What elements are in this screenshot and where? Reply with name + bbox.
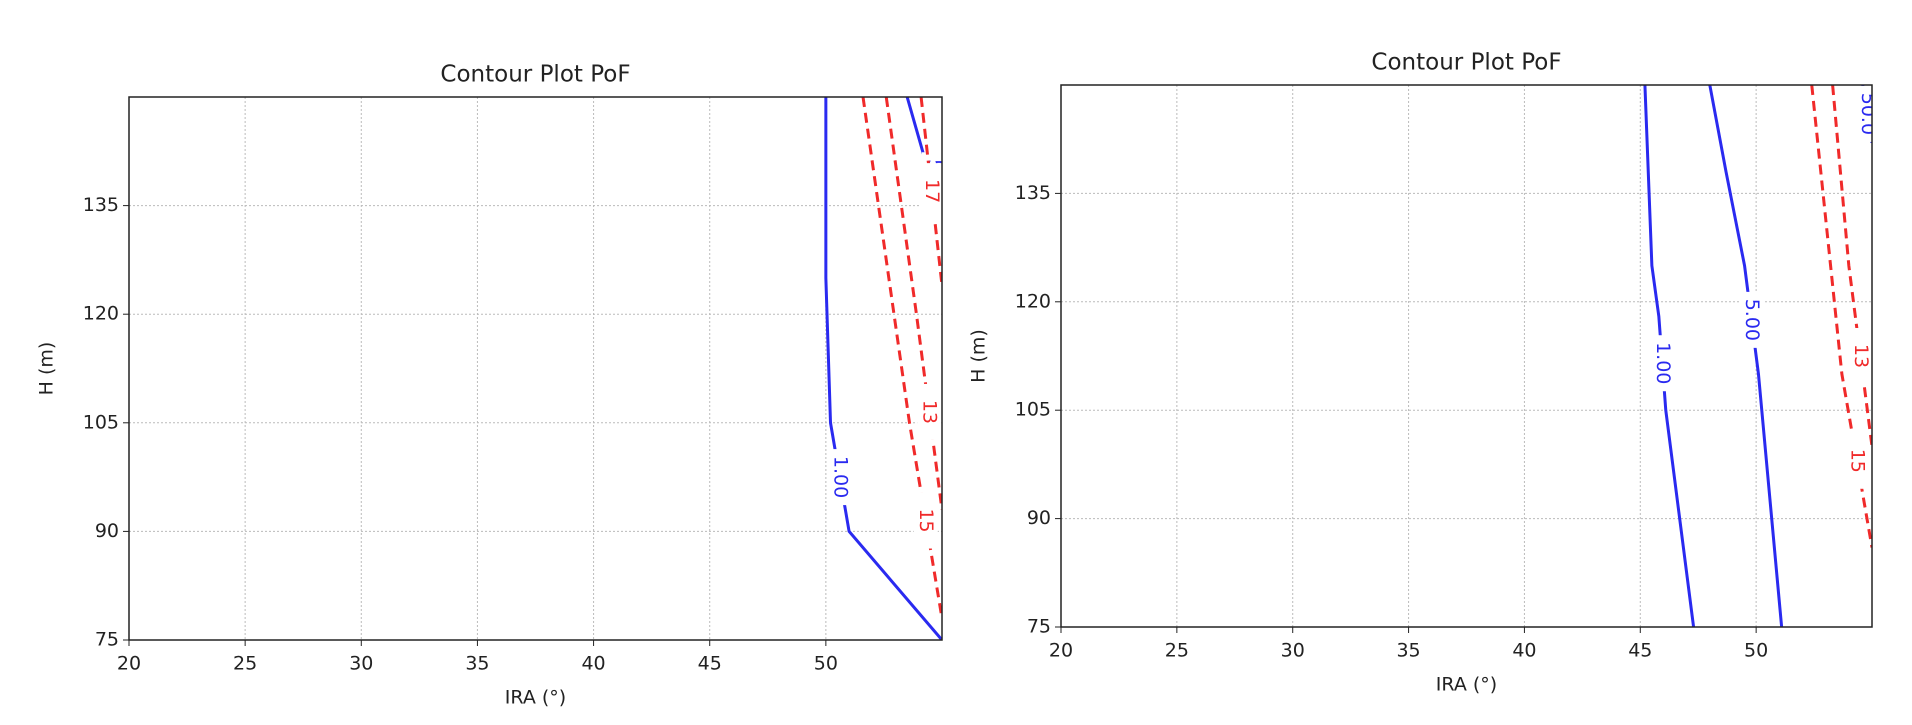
contour-label-bg bbox=[1844, 432, 1869, 489]
contour-line bbox=[1810, 85, 1872, 548]
chart-title: Contour Plot PoF bbox=[1371, 50, 1561, 76]
x-axis-label: IRA (°) bbox=[1436, 674, 1497, 696]
contour-label-bg bbox=[1650, 335, 1675, 392]
x-tick-label: 50 bbox=[1744, 640, 1768, 662]
contour-line bbox=[824, 97, 942, 640]
contour-label-bg bbox=[1855, 85, 1872, 142]
y-tick-label: 105 bbox=[1015, 399, 1051, 421]
y-tick-label: 90 bbox=[1027, 507, 1051, 529]
x-tick-label: 45 bbox=[1628, 640, 1652, 662]
y-tick-label: 75 bbox=[1027, 616, 1051, 638]
y-tick-label: 120 bbox=[1015, 290, 1051, 312]
x-axis-label: IRA (°) bbox=[505, 687, 566, 709]
contour-line bbox=[884, 97, 942, 510]
contour-label: 5.00 bbox=[1741, 299, 1763, 341]
contours: 1.00 5.00 13 15 50.0 bbox=[1643, 85, 1879, 627]
contour-label-bg bbox=[827, 449, 852, 506]
x-tick-label: 40 bbox=[581, 653, 605, 675]
y-tick-label: 135 bbox=[83, 194, 119, 216]
y-axis-label: H (m) bbox=[968, 329, 990, 383]
contour-label-bg bbox=[913, 492, 938, 549]
contour-label: 15 bbox=[915, 508, 937, 532]
contour-label: 13 bbox=[919, 400, 941, 424]
x-tick-label: 20 bbox=[1049, 640, 1073, 662]
chart-title: Contour Plot PoF bbox=[440, 62, 630, 88]
contour-line bbox=[1708, 85, 1784, 627]
y-tick-label: 105 bbox=[83, 411, 119, 433]
x-tick-label: 35 bbox=[1396, 640, 1420, 662]
contour-label-bg bbox=[1739, 291, 1764, 348]
y-tick-label: 90 bbox=[95, 520, 119, 542]
plot-frame bbox=[1060, 84, 1873, 628]
y-axis-label: H (m) bbox=[36, 342, 58, 396]
chart: Contour Plot PoF 20 25 30 35 40 45 50 75 90 105 120… bbox=[36, 62, 943, 709]
y-tick-label: 135 bbox=[1015, 182, 1051, 204]
contour-label-bg bbox=[919, 163, 942, 220]
contour-label: 13 bbox=[1850, 344, 1872, 368]
x-tick-label: 50 bbox=[814, 653, 838, 675]
x-tick-label: 35 bbox=[465, 653, 489, 675]
contour-line bbox=[1831, 85, 1872, 447]
y-tick-label: 75 bbox=[95, 629, 119, 651]
x-tick-label: 30 bbox=[1281, 640, 1305, 662]
x-tick-label: 45 bbox=[698, 653, 722, 675]
x-tick-label: 40 bbox=[1512, 640, 1536, 662]
x-tick-label: 25 bbox=[233, 653, 257, 675]
contour-line bbox=[861, 97, 942, 619]
contour-line bbox=[1643, 85, 1696, 627]
contour-label: 50.0 bbox=[1857, 93, 1879, 135]
contour-label-bg bbox=[1848, 328, 1872, 384]
contour-label-bg bbox=[917, 383, 942, 440]
contour-label: 1.00 bbox=[829, 456, 851, 498]
x-tick-label: 20 bbox=[117, 653, 141, 675]
contour-label: 17 bbox=[921, 179, 943, 203]
chart: Contour Plot PoF 20 25 30 35 40 45 50 75 90 105 120… bbox=[968, 50, 1879, 696]
x-tick-label: 30 bbox=[349, 653, 373, 675]
y-tick-label: 120 bbox=[83, 303, 119, 325]
plot-frame bbox=[128, 96, 943, 641]
contour-label: 1.00 bbox=[1652, 342, 1674, 384]
contour-label: 15 bbox=[1846, 449, 1868, 473]
x-tick-label: 25 bbox=[1165, 640, 1189, 662]
